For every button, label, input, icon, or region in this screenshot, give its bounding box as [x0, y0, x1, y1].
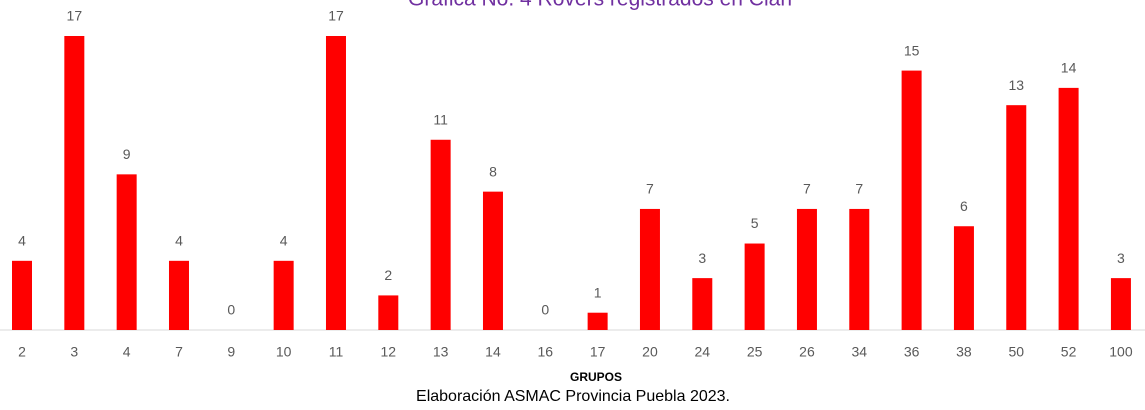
bar	[849, 208, 870, 330]
bar	[639, 208, 660, 330]
x-tick-label: 12	[381, 344, 397, 360]
data-label: 6	[960, 198, 968, 214]
bar	[901, 70, 922, 331]
x-tick-label: 34	[851, 344, 867, 360]
data-label: 4	[175, 233, 183, 249]
bar	[64, 36, 85, 330]
data-label: 9	[123, 146, 131, 162]
bar	[12, 260, 32, 330]
bar	[1058, 87, 1079, 330]
data-label: 1	[594, 284, 602, 300]
x-tick-label: 20	[642, 344, 658, 360]
x-tick-label: 36	[904, 344, 920, 360]
bar	[325, 36, 346, 330]
bar	[116, 174, 137, 330]
x-tick-label: 24	[695, 344, 711, 360]
data-label: 0	[227, 302, 235, 318]
data-label: 3	[1117, 250, 1125, 266]
x-tick-label: 25	[747, 344, 763, 360]
x-tick-label: 3	[70, 344, 78, 360]
bar	[953, 226, 974, 330]
data-label: 8	[489, 163, 497, 179]
data-label: 14	[1061, 60, 1077, 76]
data-label: 3	[698, 250, 706, 266]
x-tick-label: 16	[538, 344, 554, 360]
bar	[378, 295, 399, 330]
data-label: 17	[67, 8, 83, 24]
x-tick-label: 4	[123, 344, 131, 360]
x-tick-label: 13	[433, 344, 449, 360]
bar	[273, 260, 294, 330]
bar	[587, 312, 608, 330]
bar	[1110, 278, 1131, 330]
x-tick-label: 2	[18, 344, 26, 360]
x-tick-label: 14	[485, 344, 501, 360]
x-tick-label: 9	[227, 344, 235, 360]
data-label: 0	[541, 302, 549, 318]
data-label: 15	[904, 42, 920, 58]
x-tick-label: 50	[1008, 344, 1024, 360]
x-tick-label: 100	[1109, 344, 1133, 360]
chart-title: Gráfica No. 4 Rovers registrados en Clan	[408, 0, 792, 11]
data-label: 11	[433, 111, 448, 127]
bar	[692, 278, 713, 330]
x-tick-label: 7	[175, 344, 183, 360]
data-label: 5	[751, 215, 759, 231]
bar	[1006, 105, 1027, 330]
data-label: 4	[280, 233, 288, 249]
bar	[482, 191, 503, 330]
x-tick-label: 38	[956, 344, 972, 360]
bar	[168, 260, 189, 330]
data-label: 13	[1008, 77, 1024, 93]
caption: Elaboración ASMAC Provincia Puebla 2023.	[416, 388, 730, 405]
bar	[744, 243, 765, 330]
data-label: 4	[18, 233, 26, 249]
x-tick-label: 17	[590, 344, 606, 360]
x-tick-label: 26	[799, 344, 815, 360]
data-label: 7	[803, 181, 811, 197]
bar	[430, 139, 451, 330]
data-label: 2	[384, 267, 392, 283]
x-tick-label: 11	[329, 344, 344, 360]
data-label: 7	[646, 181, 654, 197]
bar	[796, 208, 817, 330]
x-axis-label: GRUPOS	[570, 370, 622, 384]
data-label: 7	[855, 181, 863, 197]
x-tick-label: 52	[1061, 344, 1077, 360]
data-label: 17	[328, 8, 344, 24]
x-tick-label: 10	[276, 344, 292, 360]
